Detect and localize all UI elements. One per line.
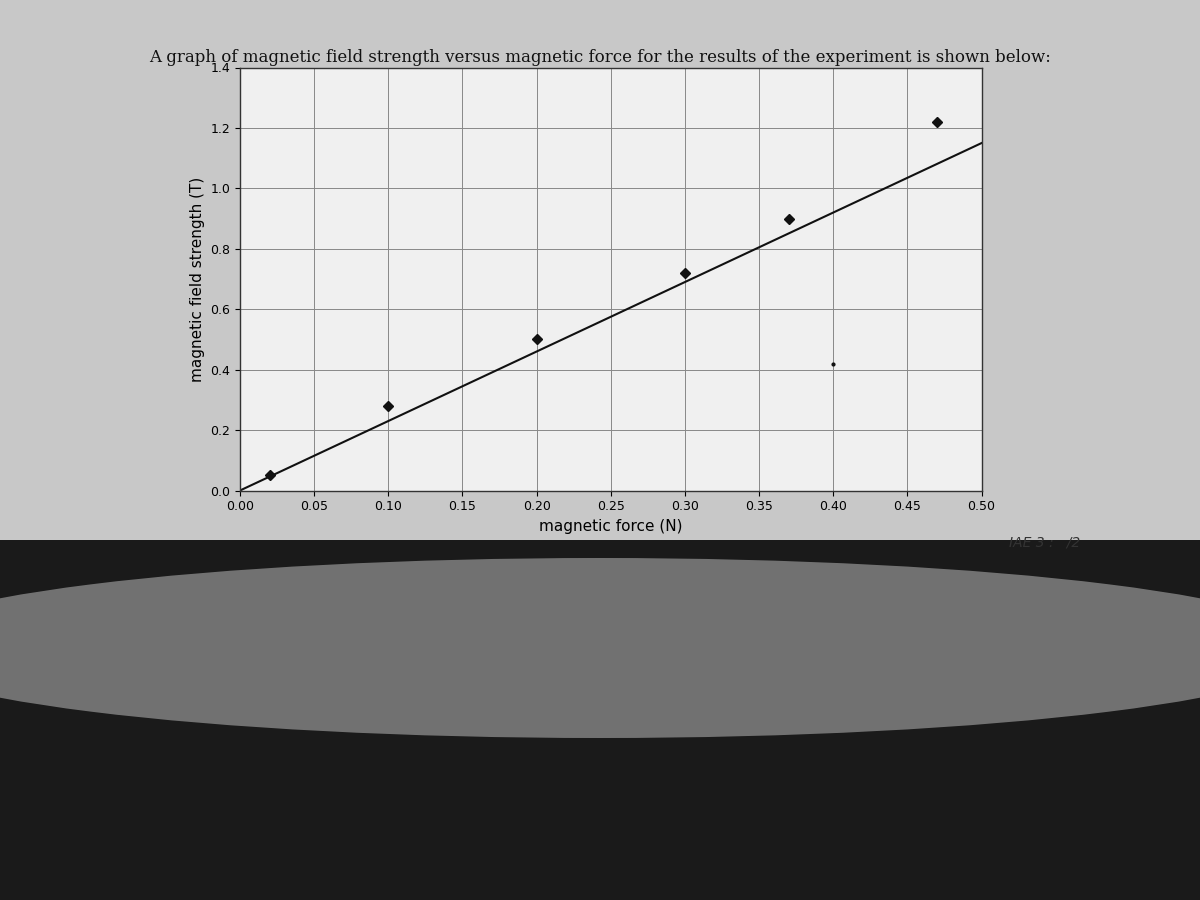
Text: IAE 3 :   /2: IAE 3 : /2 xyxy=(1009,536,1080,550)
X-axis label: magnetic force (N): magnetic force (N) xyxy=(539,518,683,534)
Y-axis label: magnetic field strength (T): magnetic field strength (T) xyxy=(190,176,205,382)
Text: A graph of magnetic field strength versus magnetic force for the results of the : A graph of magnetic field strength versu… xyxy=(149,50,1051,67)
Ellipse shape xyxy=(0,558,1200,738)
